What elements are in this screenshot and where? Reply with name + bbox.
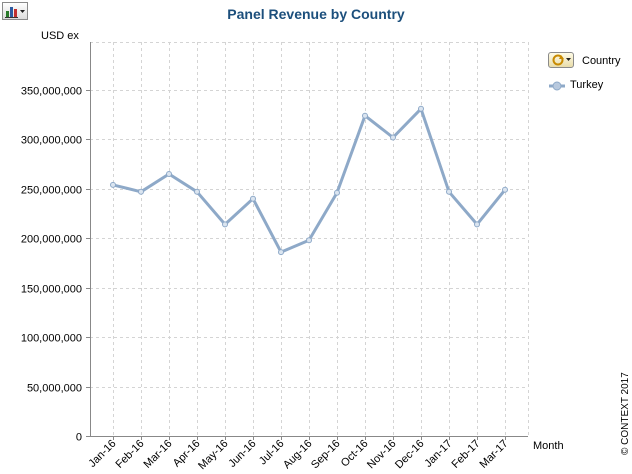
axes xyxy=(86,42,528,440)
data-point xyxy=(446,188,452,195)
chart-title: Panel Revenue by Country xyxy=(227,6,405,22)
data-point xyxy=(502,186,508,193)
chart-type-menu-button[interactable] xyxy=(2,2,28,20)
x-tick-label: Feb-17 xyxy=(449,438,482,471)
data-point xyxy=(418,105,424,112)
x-tick-label: Mar-17 xyxy=(477,438,510,471)
x-tick-label: Sep-16 xyxy=(309,438,343,472)
data-point xyxy=(194,188,200,195)
data-point xyxy=(306,237,312,244)
data-point xyxy=(362,112,368,119)
legend-item-label: Turkey xyxy=(570,79,604,91)
data-point xyxy=(250,195,256,202)
y-tick-label: 50,000,000 xyxy=(27,383,82,395)
x-tick-label: Jun-16 xyxy=(226,438,258,470)
bar-chart-menu-icon xyxy=(5,7,25,18)
x-tick-label: Jan-16 xyxy=(86,438,118,470)
legend-filter-button[interactable] xyxy=(548,52,574,68)
data-point xyxy=(390,134,396,141)
x-tick-label: May-16 xyxy=(196,438,230,472)
y-tick-labels: 0 50,000,000 100,000,000 150,000,000 200,000… xyxy=(21,86,82,444)
y-tick-label: 300,000,000 xyxy=(21,135,82,147)
x-tick-label: Nov-16 xyxy=(365,438,399,472)
x-tick-label: Mar-16 xyxy=(141,438,174,471)
y-tick-label: 100,000,000 xyxy=(21,333,82,345)
data-point xyxy=(110,181,116,188)
y-axis-unit-label: USD ex xyxy=(41,30,79,42)
y-tick-label: 250,000,000 xyxy=(21,185,82,197)
x-tick-label: Jan-17 xyxy=(422,438,454,470)
y-tick-label: 150,000,000 xyxy=(21,284,82,296)
legend-title: Country xyxy=(582,55,621,67)
data-point xyxy=(334,189,340,196)
x-tick-label: Dec-16 xyxy=(393,438,427,472)
x-tick-label: Feb-16 xyxy=(113,438,146,471)
data-point xyxy=(278,249,284,256)
y-tick-label: 200,000,000 xyxy=(21,234,82,246)
data-point xyxy=(222,221,228,228)
y-tick-label: 0 xyxy=(76,432,82,444)
y-tick-label: 350,000,000 xyxy=(21,86,82,98)
x-axis-label: Month xyxy=(533,440,564,452)
x-tick-labels: Jan-16Feb-16Mar-16Apr-16May-16Jun-16Jul-… xyxy=(86,438,510,472)
series-turkey xyxy=(110,105,508,256)
legend-swatch-line-icon xyxy=(549,81,565,91)
refresh-dropdown-icon xyxy=(552,54,571,66)
data-point xyxy=(474,221,480,228)
legend-item-turkey[interactable]: Turkey xyxy=(548,78,603,94)
copyright-text: © CONTEXT 2017 xyxy=(620,372,631,455)
x-tick-label: Aug-16 xyxy=(281,438,315,472)
data-point xyxy=(166,171,172,177)
data-point xyxy=(138,188,144,195)
